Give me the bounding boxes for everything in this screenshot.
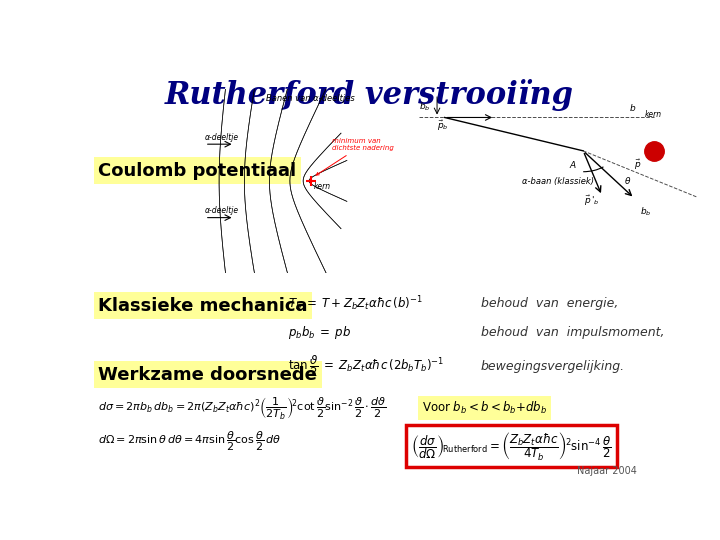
- Text: Rutherford verstrooiïng: Rutherford verstrooiïng: [164, 79, 574, 111]
- Text: $p_b b_b \;=\; pb$: $p_b b_b \;=\; pb$: [288, 325, 351, 341]
- Text: Werkzame doorsnede: Werkzame doorsnede: [99, 366, 318, 383]
- Text: $\vec{p}\,'_b$: $\vec{p}\,'_b$: [584, 194, 600, 208]
- Text: behoud  van  impulsmoment,: behoud van impulsmoment,: [481, 327, 664, 340]
- Text: behoud  van  energie,: behoud van energie,: [481, 298, 618, 310]
- Text: $d\sigma = 2\pi b_b\,db_b = 2\pi(Z_b Z_t \alpha\hbar c)^2\left(\dfrac{1}{2T_b}\r: $d\sigma = 2\pi b_b\,db_b = 2\pi(Z_b Z_t…: [99, 395, 387, 421]
- Text: α-baan (klassiek): α-baan (klassiek): [522, 177, 594, 186]
- Text: $\vec{p}_b$: $\vec{p}_b$: [437, 119, 449, 133]
- Text: Voor $b_b < b < b_b{+}db_b$: Voor $b_b < b < b_b{+}db_b$: [422, 400, 547, 416]
- Text: Klassieke mechanica: Klassieke mechanica: [99, 297, 308, 315]
- Text: $b$: $b$: [629, 102, 636, 113]
- Text: Banen van α-deeltjes: Banen van α-deeltjes: [266, 94, 355, 103]
- Text: Najaar 2004: Najaar 2004: [577, 467, 637, 476]
- Text: $A$: $A$: [569, 159, 577, 170]
- Text: kern: kern: [645, 111, 662, 119]
- Text: $T_b \;=\; T + Z_b Z_t \alpha\hbar c\,(b)^{-1}$: $T_b \;=\; T + Z_b Z_t \alpha\hbar c\,(b…: [288, 294, 423, 313]
- Text: $\tan\dfrac{\vartheta}{2} \;=\; Z_b Z_t \alpha\hbar c\,(2b_b T_b)^{-1}$: $\tan\dfrac{\vartheta}{2} \;=\; Z_b Z_t …: [288, 353, 444, 379]
- Text: $d\Omega = 2\pi\sin\theta\,d\theta = 4\pi\sin\dfrac{\theta}{2}\cos\dfrac{\theta}: $d\Omega = 2\pi\sin\theta\,d\theta = 4\p…: [99, 429, 282, 453]
- Text: α-deeltje: α-deeltje: [204, 206, 239, 215]
- Text: kern: kern: [314, 181, 331, 191]
- Text: $b_b$: $b_b$: [419, 101, 431, 113]
- Text: Coulomb potentiaal: Coulomb potentiaal: [99, 162, 297, 180]
- Text: α-deeltje: α-deeltje: [204, 133, 239, 141]
- Text: $\vec{p}$: $\vec{p}$: [634, 157, 641, 172]
- Text: $\left(\dfrac{d\sigma}{d\Omega}\right)_{\!\mathrm{Rutherford}} = \left(\dfrac{Z_: $\left(\dfrac{d\sigma}{d\Omega}\right)_{…: [411, 430, 611, 462]
- Text: bewegingsvergelijking.: bewegingsvergelijking.: [481, 360, 625, 373]
- Text: $\theta$: $\theta$: [624, 176, 631, 186]
- Text: $b_b$: $b_b$: [641, 205, 652, 218]
- Text: minimum van
dichtste nadering: minimum van dichtste nadering: [316, 138, 394, 175]
